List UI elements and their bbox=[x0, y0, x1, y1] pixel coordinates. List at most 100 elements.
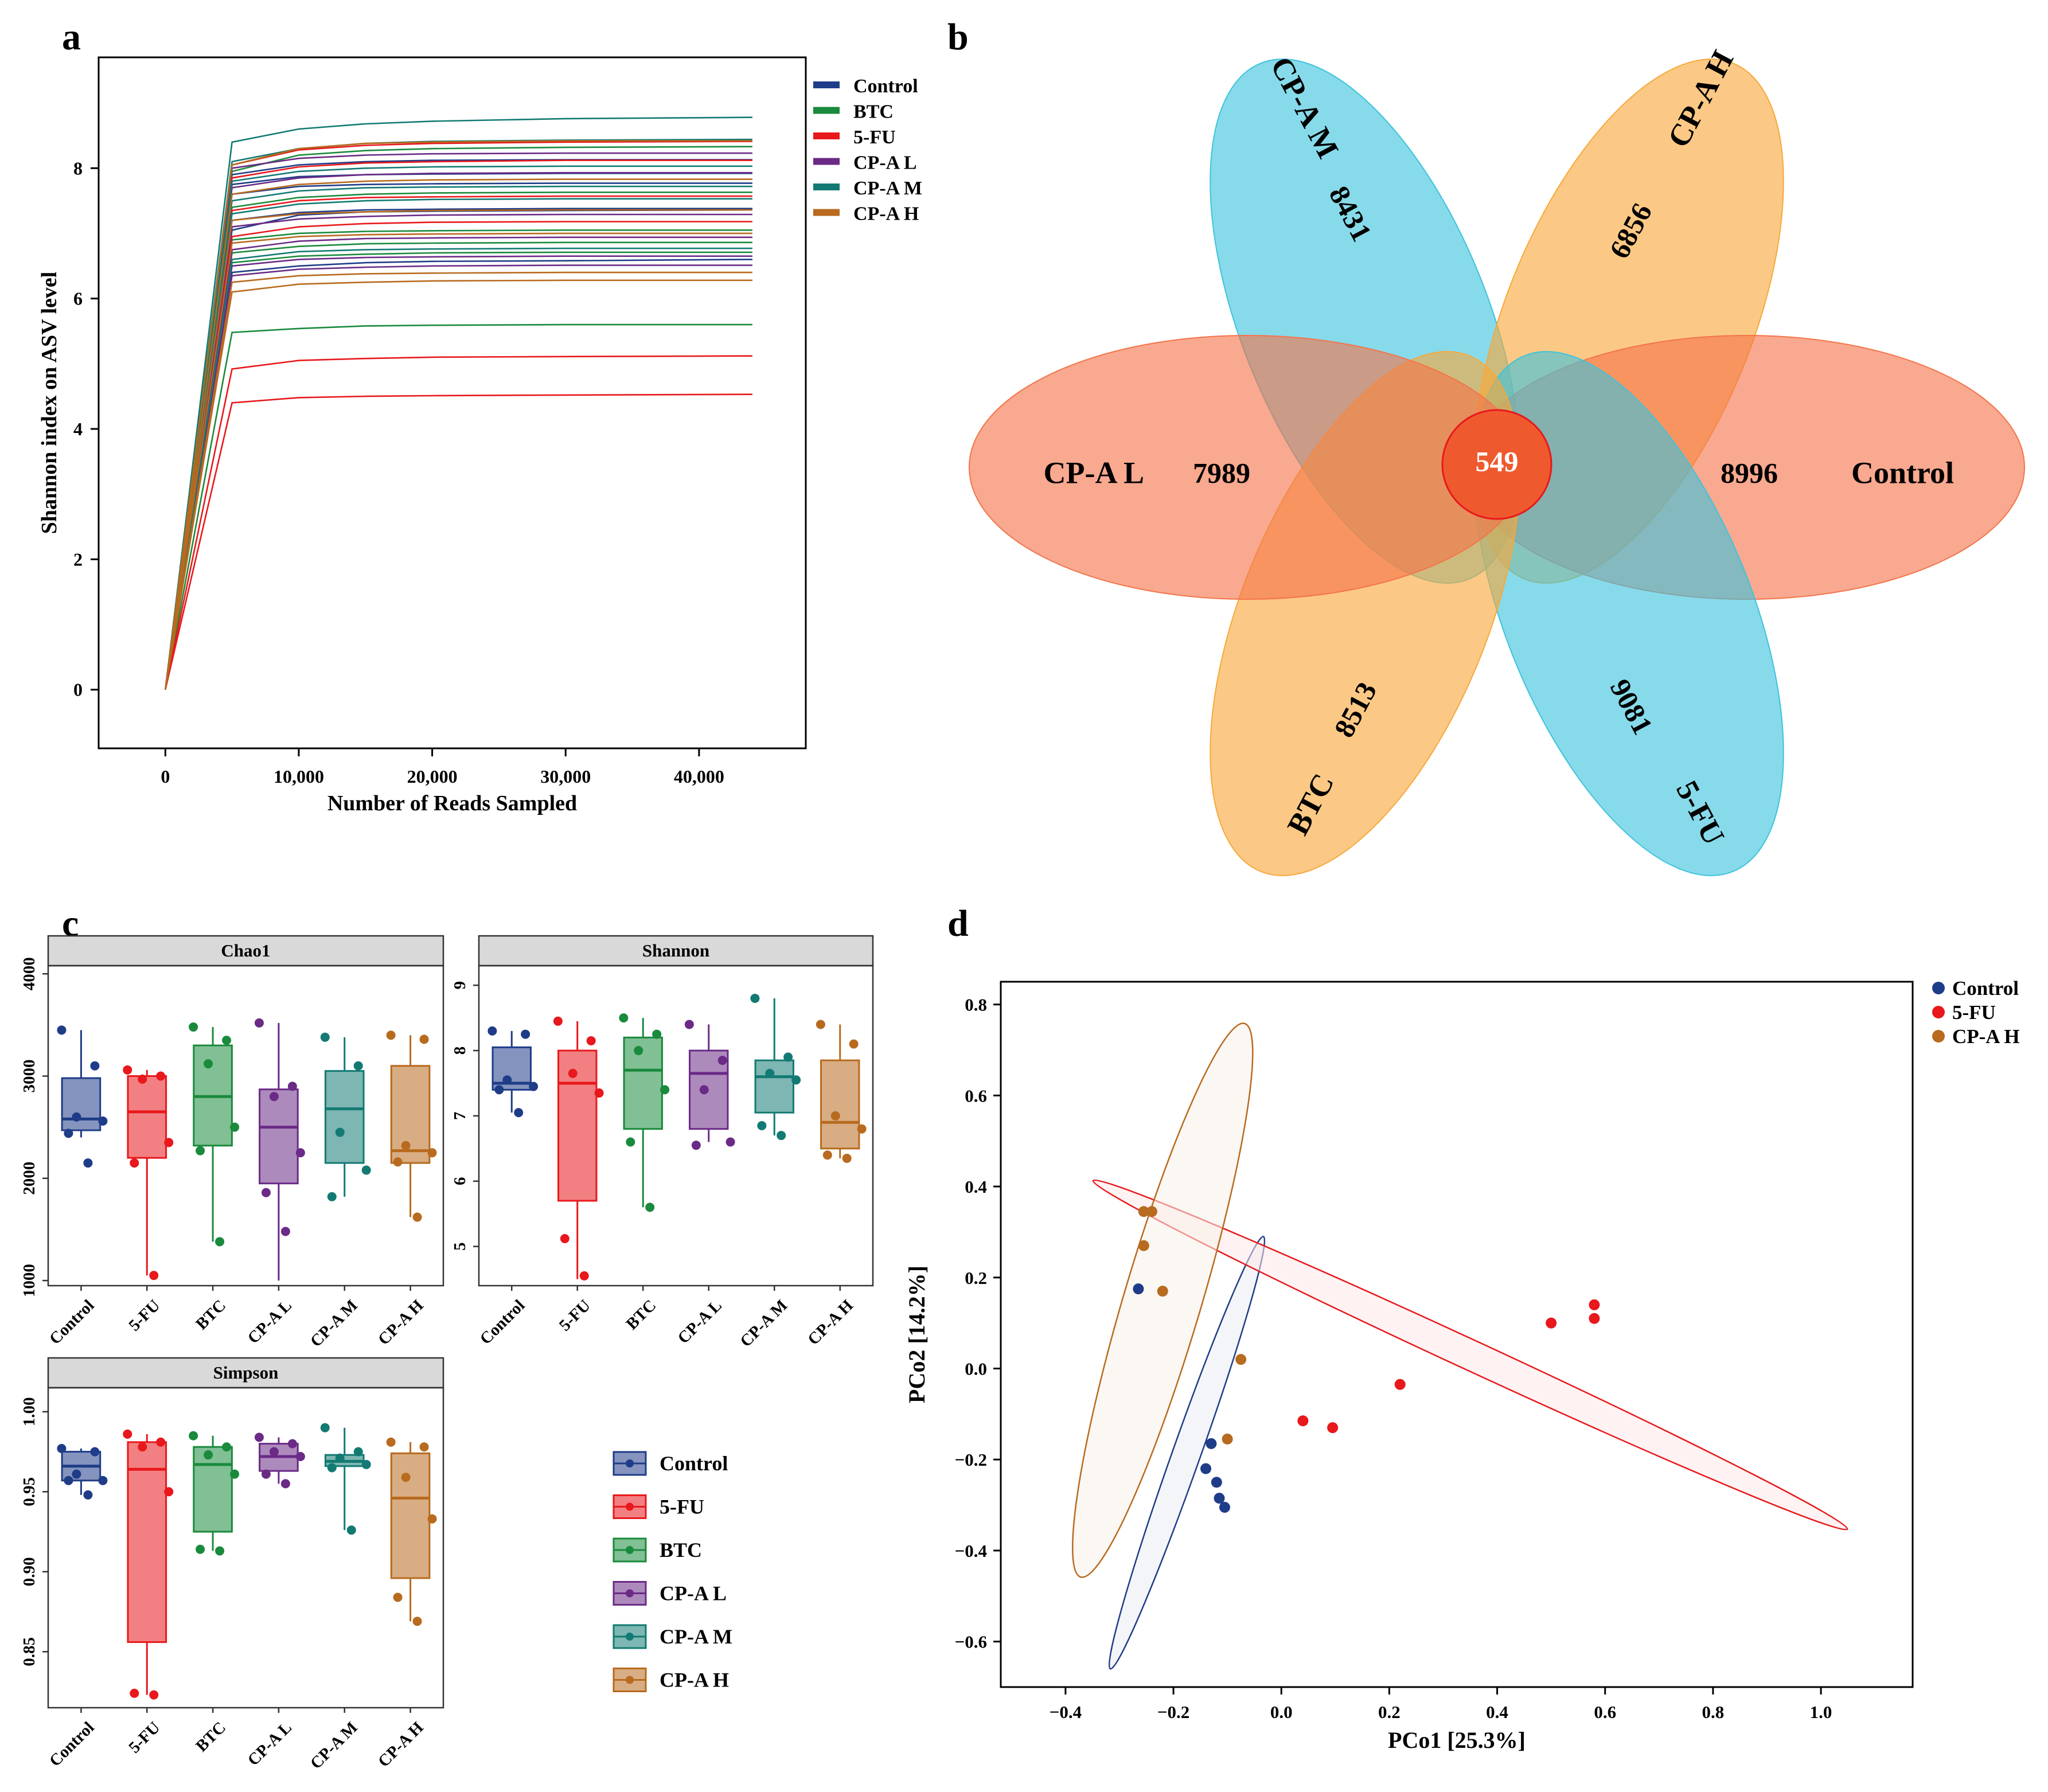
confidence-ellipse-5-fu bbox=[1092, 1179, 1848, 1531]
y-tick-label: 9 bbox=[451, 981, 469, 990]
box-group-5-fu bbox=[123, 1065, 174, 1280]
sample-point-cp-a-h bbox=[1235, 1354, 1247, 1365]
x-tick-label: BTC bbox=[623, 1296, 660, 1333]
facet-title: Shannon bbox=[642, 940, 709, 961]
x-tick-label: 5-FU bbox=[125, 1296, 163, 1334]
data-point bbox=[487, 1026, 497, 1036]
data-point bbox=[327, 1192, 337, 1201]
sample-point-control bbox=[1133, 1283, 1144, 1295]
box-iqr bbox=[754, 1059, 794, 1114]
sample-point-5-fu bbox=[1394, 1379, 1406, 1390]
x-tick-label: 40,000 bbox=[674, 766, 724, 787]
curve-btc-1 bbox=[165, 323, 752, 690]
data-point bbox=[521, 1029, 530, 1039]
plot-frame bbox=[97, 56, 807, 749]
data-point bbox=[72, 1112, 81, 1122]
data-point bbox=[393, 1157, 403, 1167]
x-axis-label: PCo1 [25.3%] bbox=[1388, 1727, 1526, 1753]
data-point bbox=[830, 1111, 840, 1121]
sample-point-5-fu bbox=[1589, 1299, 1600, 1310]
data-point bbox=[645, 1203, 655, 1212]
data-point bbox=[652, 1029, 662, 1039]
data-point bbox=[327, 1463, 337, 1473]
venn-core-count: 549 bbox=[1476, 445, 1519, 477]
data-point bbox=[777, 1131, 786, 1141]
x-tick-label: 0 bbox=[161, 766, 170, 787]
y-tick-label: −0.2 bbox=[955, 1450, 987, 1470]
curve-control-6 bbox=[165, 182, 752, 690]
legend-label-5-fu: 5-FU bbox=[853, 127, 896, 148]
sample-point-5-fu bbox=[1327, 1422, 1339, 1434]
data-point bbox=[164, 1487, 174, 1497]
sample-point-control bbox=[1200, 1463, 1212, 1474]
data-point bbox=[353, 1061, 363, 1071]
x-tick-label: 5-FU bbox=[556, 1296, 594, 1334]
data-point bbox=[626, 1137, 635, 1147]
box-iqr bbox=[390, 1065, 431, 1164]
legend-label: CP-A H bbox=[660, 1669, 729, 1692]
data-point bbox=[579, 1271, 589, 1280]
y-tick-label: −0.6 bbox=[955, 1632, 987, 1652]
legend-label-cp-a-h: CP-A H bbox=[1952, 1025, 2020, 1048]
facet-title: Chao1 bbox=[221, 940, 270, 961]
sample-point-cp-a-h bbox=[1157, 1286, 1168, 1297]
legend-label-btc: BTC bbox=[853, 101, 894, 123]
data-point bbox=[196, 1146, 205, 1155]
curve-5-fu-2 bbox=[165, 355, 752, 690]
data-point bbox=[791, 1075, 801, 1085]
data-point bbox=[717, 1056, 727, 1065]
curve-cp-a-l-1 bbox=[165, 255, 752, 690]
legend-label-cp-a-h: CP-A H bbox=[853, 204, 919, 225]
data-point bbox=[393, 1592, 403, 1602]
curve-cp-a-h-4 bbox=[165, 178, 752, 690]
data-point bbox=[419, 1442, 429, 1452]
box-iqr bbox=[324, 1070, 365, 1164]
x-tick-label: Control bbox=[477, 1296, 529, 1348]
data-point bbox=[335, 1453, 345, 1463]
data-point bbox=[130, 1158, 139, 1168]
x-tick-label: Control bbox=[46, 1296, 98, 1348]
data-point bbox=[691, 1141, 701, 1150]
data-point bbox=[72, 1469, 81, 1479]
x-tick-label: Control bbox=[46, 1718, 98, 1770]
x-tick-label: CP-A L bbox=[674, 1296, 725, 1347]
data-point bbox=[90, 1061, 100, 1071]
data-point bbox=[287, 1082, 297, 1091]
legend-item-5-fu: 5-FU bbox=[613, 1494, 704, 1519]
box-group-control bbox=[57, 1444, 108, 1500]
data-point bbox=[222, 1442, 232, 1452]
y-tick-label: 0.8 bbox=[965, 995, 987, 1015]
data-point bbox=[189, 1431, 198, 1440]
data-point bbox=[204, 1059, 213, 1069]
box-group-control bbox=[57, 1025, 108, 1168]
curve-cp-a-h-2 bbox=[165, 271, 752, 690]
data-point bbox=[156, 1071, 166, 1081]
data-point bbox=[619, 1013, 629, 1023]
data-point bbox=[401, 1141, 411, 1150]
box-iqr bbox=[127, 1441, 167, 1643]
data-point bbox=[750, 993, 760, 1003]
venn-unique-count-cp-a-l: 7989 bbox=[1193, 456, 1250, 489]
panel-c-alpha-diversity-boxplots: Chao1 1000 2000 3000 4000 Control 5-FU BTC CP-A … bbox=[20, 935, 874, 1773]
x-tick-label: 1.0 bbox=[1810, 1702, 1832, 1722]
data-point bbox=[502, 1075, 512, 1085]
data-point bbox=[660, 1085, 670, 1095]
data-point bbox=[427, 1148, 437, 1158]
box-group-cp-a-m bbox=[320, 1423, 371, 1535]
data-point bbox=[386, 1030, 396, 1040]
data-point bbox=[164, 1138, 174, 1147]
data-point bbox=[353, 1447, 363, 1457]
data-point bbox=[699, 1085, 709, 1095]
venn-core-circle bbox=[1441, 409, 1552, 520]
curve-btc-3 bbox=[165, 241, 752, 690]
y-tick-label: 0.90 bbox=[20, 1557, 38, 1586]
y-tick-label: 0.4 bbox=[965, 1177, 987, 1197]
data-point bbox=[254, 1018, 264, 1028]
facet-shannon: Shannon 5 6 7 8 9 Control 5-FU BTC CP-A L CP-A M CP… bbox=[451, 935, 874, 1350]
box-iqr bbox=[193, 1446, 233, 1533]
data-point bbox=[215, 1237, 225, 1247]
y-tick-label: 1000 bbox=[20, 1264, 38, 1297]
x-tick-label: −0.2 bbox=[1157, 1702, 1189, 1722]
facet-strip bbox=[47, 935, 444, 967]
panel-label-a: a bbox=[62, 16, 81, 58]
